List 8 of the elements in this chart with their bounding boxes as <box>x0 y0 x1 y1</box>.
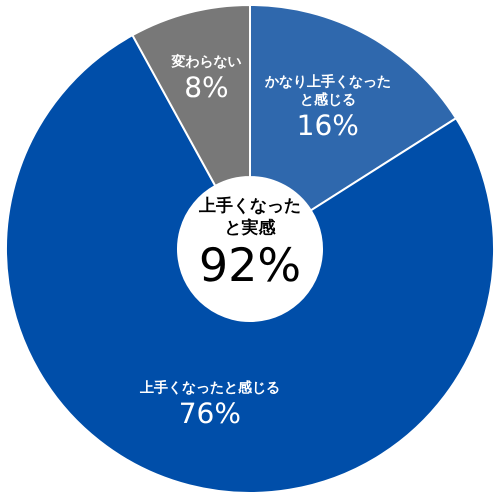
data-label: 8% <box>183 71 230 106</box>
slice-label: 上手くなったと感じる <box>140 379 280 398</box>
slice-label: かなり上手くなったと感じる <box>264 72 392 109</box>
text: 上手くなったと実感 <box>198 195 302 239</box>
text: 92% <box>198 238 302 292</box>
slice-label: 変わらない <box>170 53 242 72</box>
data-label: 76% <box>178 397 242 432</box>
data-label: 16% <box>296 108 360 143</box>
